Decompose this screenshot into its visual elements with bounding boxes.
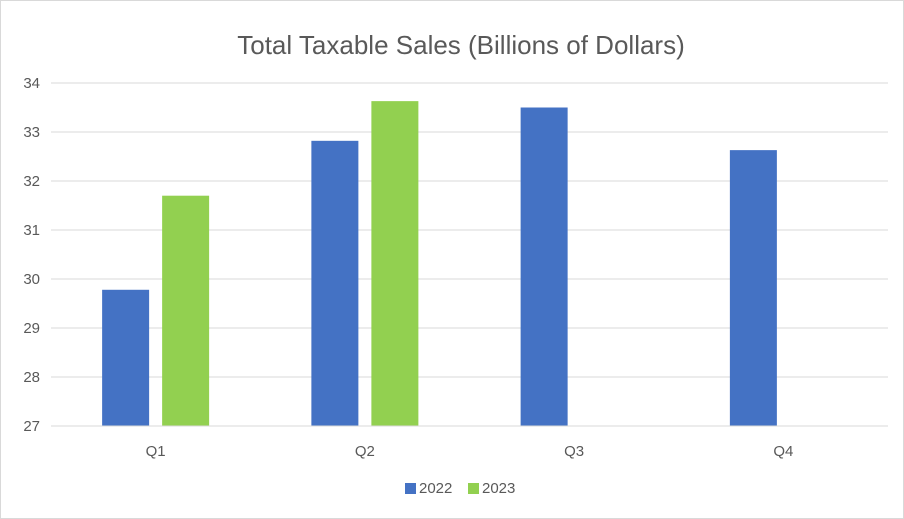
y-tick-label: 30	[23, 271, 40, 288]
bar-2022-Q2	[311, 140, 359, 426]
x-axis-tick-labels: Q1 Q2 Q3 Q4	[146, 443, 794, 460]
bar-2022-Q4	[729, 150, 777, 426]
x-tick-label: Q4	[773, 443, 793, 460]
bar-2022-Q1	[102, 289, 150, 426]
y-tick-label: 32	[23, 173, 40, 190]
bars	[102, 101, 777, 426]
y-tick-label: 31	[23, 222, 40, 239]
y-tick-label: 33	[23, 124, 40, 141]
legend-label-2023: 2023	[482, 480, 515, 497]
chart-title: Total Taxable Sales (Billions of Dollars…	[237, 30, 685, 60]
legend-swatch-2023	[468, 483, 479, 494]
y-tick-label: 28	[23, 369, 40, 386]
x-tick-label: Q2	[355, 443, 375, 460]
x-tick-label: Q3	[564, 443, 584, 460]
legend: 2022 2023	[405, 480, 515, 497]
bar-2023-Q1	[162, 195, 210, 426]
y-tick-label: 27	[23, 418, 40, 435]
y-tick-label: 29	[23, 320, 40, 337]
bar-2022-Q3	[520, 107, 568, 426]
legend-label-2022: 2022	[419, 480, 452, 497]
y-tick-label: 34	[23, 75, 40, 92]
y-axis-tick-labels: 27 28 29 30 31 32 33 34	[23, 75, 40, 435]
bar-2023-Q2	[371, 101, 419, 426]
x-tick-label: Q1	[146, 443, 166, 460]
legend-swatch-2022	[405, 483, 416, 494]
